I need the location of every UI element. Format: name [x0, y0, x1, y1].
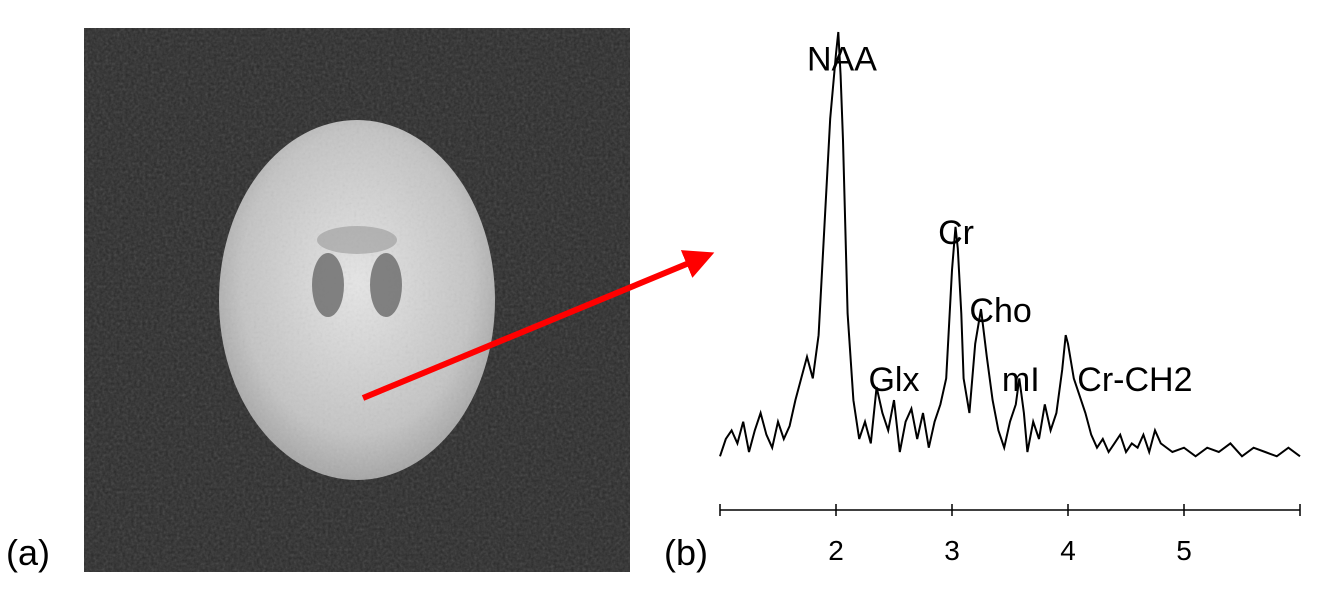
- x-tick-label: 5: [1176, 535, 1192, 566]
- x-tick-label: 2: [828, 535, 844, 566]
- peak-label: Cr: [938, 214, 974, 252]
- x-tick-label: 4: [1060, 535, 1076, 566]
- peak-label: Glx: [868, 361, 919, 399]
- voxel-arrow: [361, 250, 715, 401]
- panel-label-a: (a): [6, 532, 50, 573]
- mri-image: [84, 28, 630, 572]
- panel-label-b: (b): [664, 532, 708, 573]
- ventricle-left: [312, 253, 344, 317]
- spectrum-line: [719, 31, 1301, 458]
- peak-label: mI: [1002, 361, 1040, 399]
- peak-label: NAA: [807, 41, 877, 79]
- ventricle-right: [370, 253, 402, 317]
- spectrum-chart: 2 3 4 5 NAA Glx Cr Cho mI Cr-CH2: [719, 31, 1301, 566]
- peak-label: Cr-CH2: [1077, 361, 1192, 399]
- x-tick-label: 3: [944, 535, 960, 566]
- peak-label: Cho: [969, 292, 1031, 330]
